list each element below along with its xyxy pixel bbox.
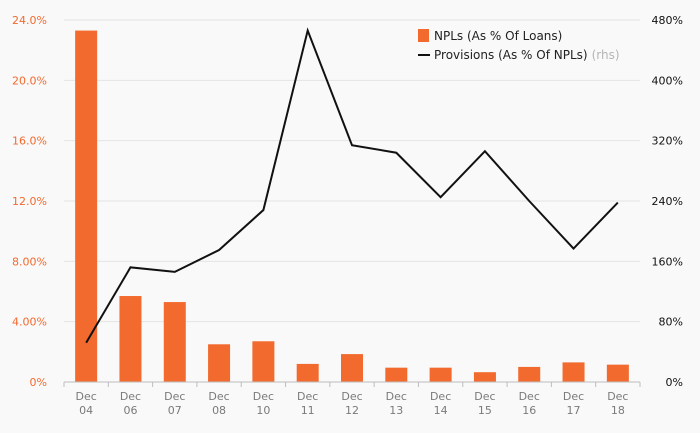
grid-lines <box>64 19 640 323</box>
right-axis-tick-label: 320% <box>652 135 683 148</box>
x-axis-tick-label: Dec <box>607 390 628 403</box>
x-axis-tick-label: Dec <box>474 390 495 403</box>
x-axis-tick-label: 10 <box>256 404 270 417</box>
left-axis-tick-label: 0% <box>30 376 47 389</box>
bar-series <box>75 30 629 383</box>
right-axis-tick-label: 400% <box>652 74 683 87</box>
left-axis-tick-label: 4.00% <box>12 316 47 329</box>
right-axis-tick-label: 0% <box>666 376 683 389</box>
bar <box>296 363 319 382</box>
bar <box>163 302 186 382</box>
right-axis-tick-label: 480% <box>652 14 683 27</box>
left-axis-tick-label: 16.0% <box>12 135 47 148</box>
left-axis-tick-label: 8.00% <box>12 255 47 268</box>
bar <box>75 30 98 383</box>
legend: NPLs (As % Of Loans) Provisions (As % Of… <box>418 29 620 62</box>
right-axis-tick-label: 160% <box>652 255 683 268</box>
right-axis-tick-label: 240% <box>652 195 683 208</box>
x-axis-tick-label: 06 <box>123 404 137 417</box>
legend-swatch-npls <box>418 29 429 42</box>
x-axis-tick-label: 07 <box>168 404 182 417</box>
x-axis-tick-label: 04 <box>79 404 93 417</box>
x-axis-tick-label: Dec <box>120 390 141 403</box>
x-axis-tick-label: 17 <box>567 404 581 417</box>
right-axis-tick-label: 80% <box>659 316 683 329</box>
x-axis-tick-label: Dec <box>253 390 274 403</box>
x-axis-tick-label: Dec <box>430 390 451 403</box>
x-axis-tick-label: Dec <box>208 390 229 403</box>
bar <box>562 362 585 382</box>
x-axis-tick-label: 14 <box>434 404 448 417</box>
bar <box>341 354 363 382</box>
legend-label-provisions-note: (rhs) <box>592 48 620 62</box>
x-axis-tick-label: Dec <box>164 390 185 403</box>
x-axis-tick-label: 12 <box>345 404 359 417</box>
x-axis-tick-label: Dec <box>386 390 407 403</box>
bar <box>518 366 541 382</box>
bar <box>606 364 629 382</box>
legend-label-provisions-name: Provisions (As % Of NPLs) <box>434 48 588 62</box>
bar <box>473 372 496 382</box>
provisions-line <box>85 27 619 344</box>
bar <box>119 296 142 382</box>
line-series <box>85 27 619 344</box>
left-axis-tick-label: 12.0% <box>12 195 47 208</box>
x-axis-tick-label: 13 <box>389 404 403 417</box>
x-axis-tick-label: 08 <box>212 404 226 417</box>
x-axis-tick-label: Dec <box>341 390 362 403</box>
x-axis-tick-label: Dec <box>519 390 540 403</box>
legend-label-npls: NPLs (As % Of Loans) <box>434 29 562 43</box>
x-axis-tick-label: 11 <box>301 404 315 417</box>
bar <box>429 367 452 382</box>
x-axis-tick-label: Dec <box>297 390 318 403</box>
axes: 0%4.00%8.00%12.0%16.0%20.0%24.0%0%80%160… <box>12 14 683 417</box>
x-axis-tick-label: Dec <box>76 390 97 403</box>
x-axis-tick-label: 15 <box>478 404 492 417</box>
bar <box>385 367 408 382</box>
left-axis-tick-label: 24.0% <box>12 14 47 27</box>
legend-label-provisions: Provisions (As % Of NPLs) (rhs) <box>434 48 620 62</box>
x-axis-tick-label: 16 <box>522 404 536 417</box>
x-axis-tick-label: Dec <box>563 390 584 403</box>
bar <box>252 341 275 382</box>
left-axis-tick-label: 20.0% <box>12 74 47 87</box>
bar <box>208 344 231 382</box>
x-axis-tick-label: 18 <box>611 404 625 417</box>
